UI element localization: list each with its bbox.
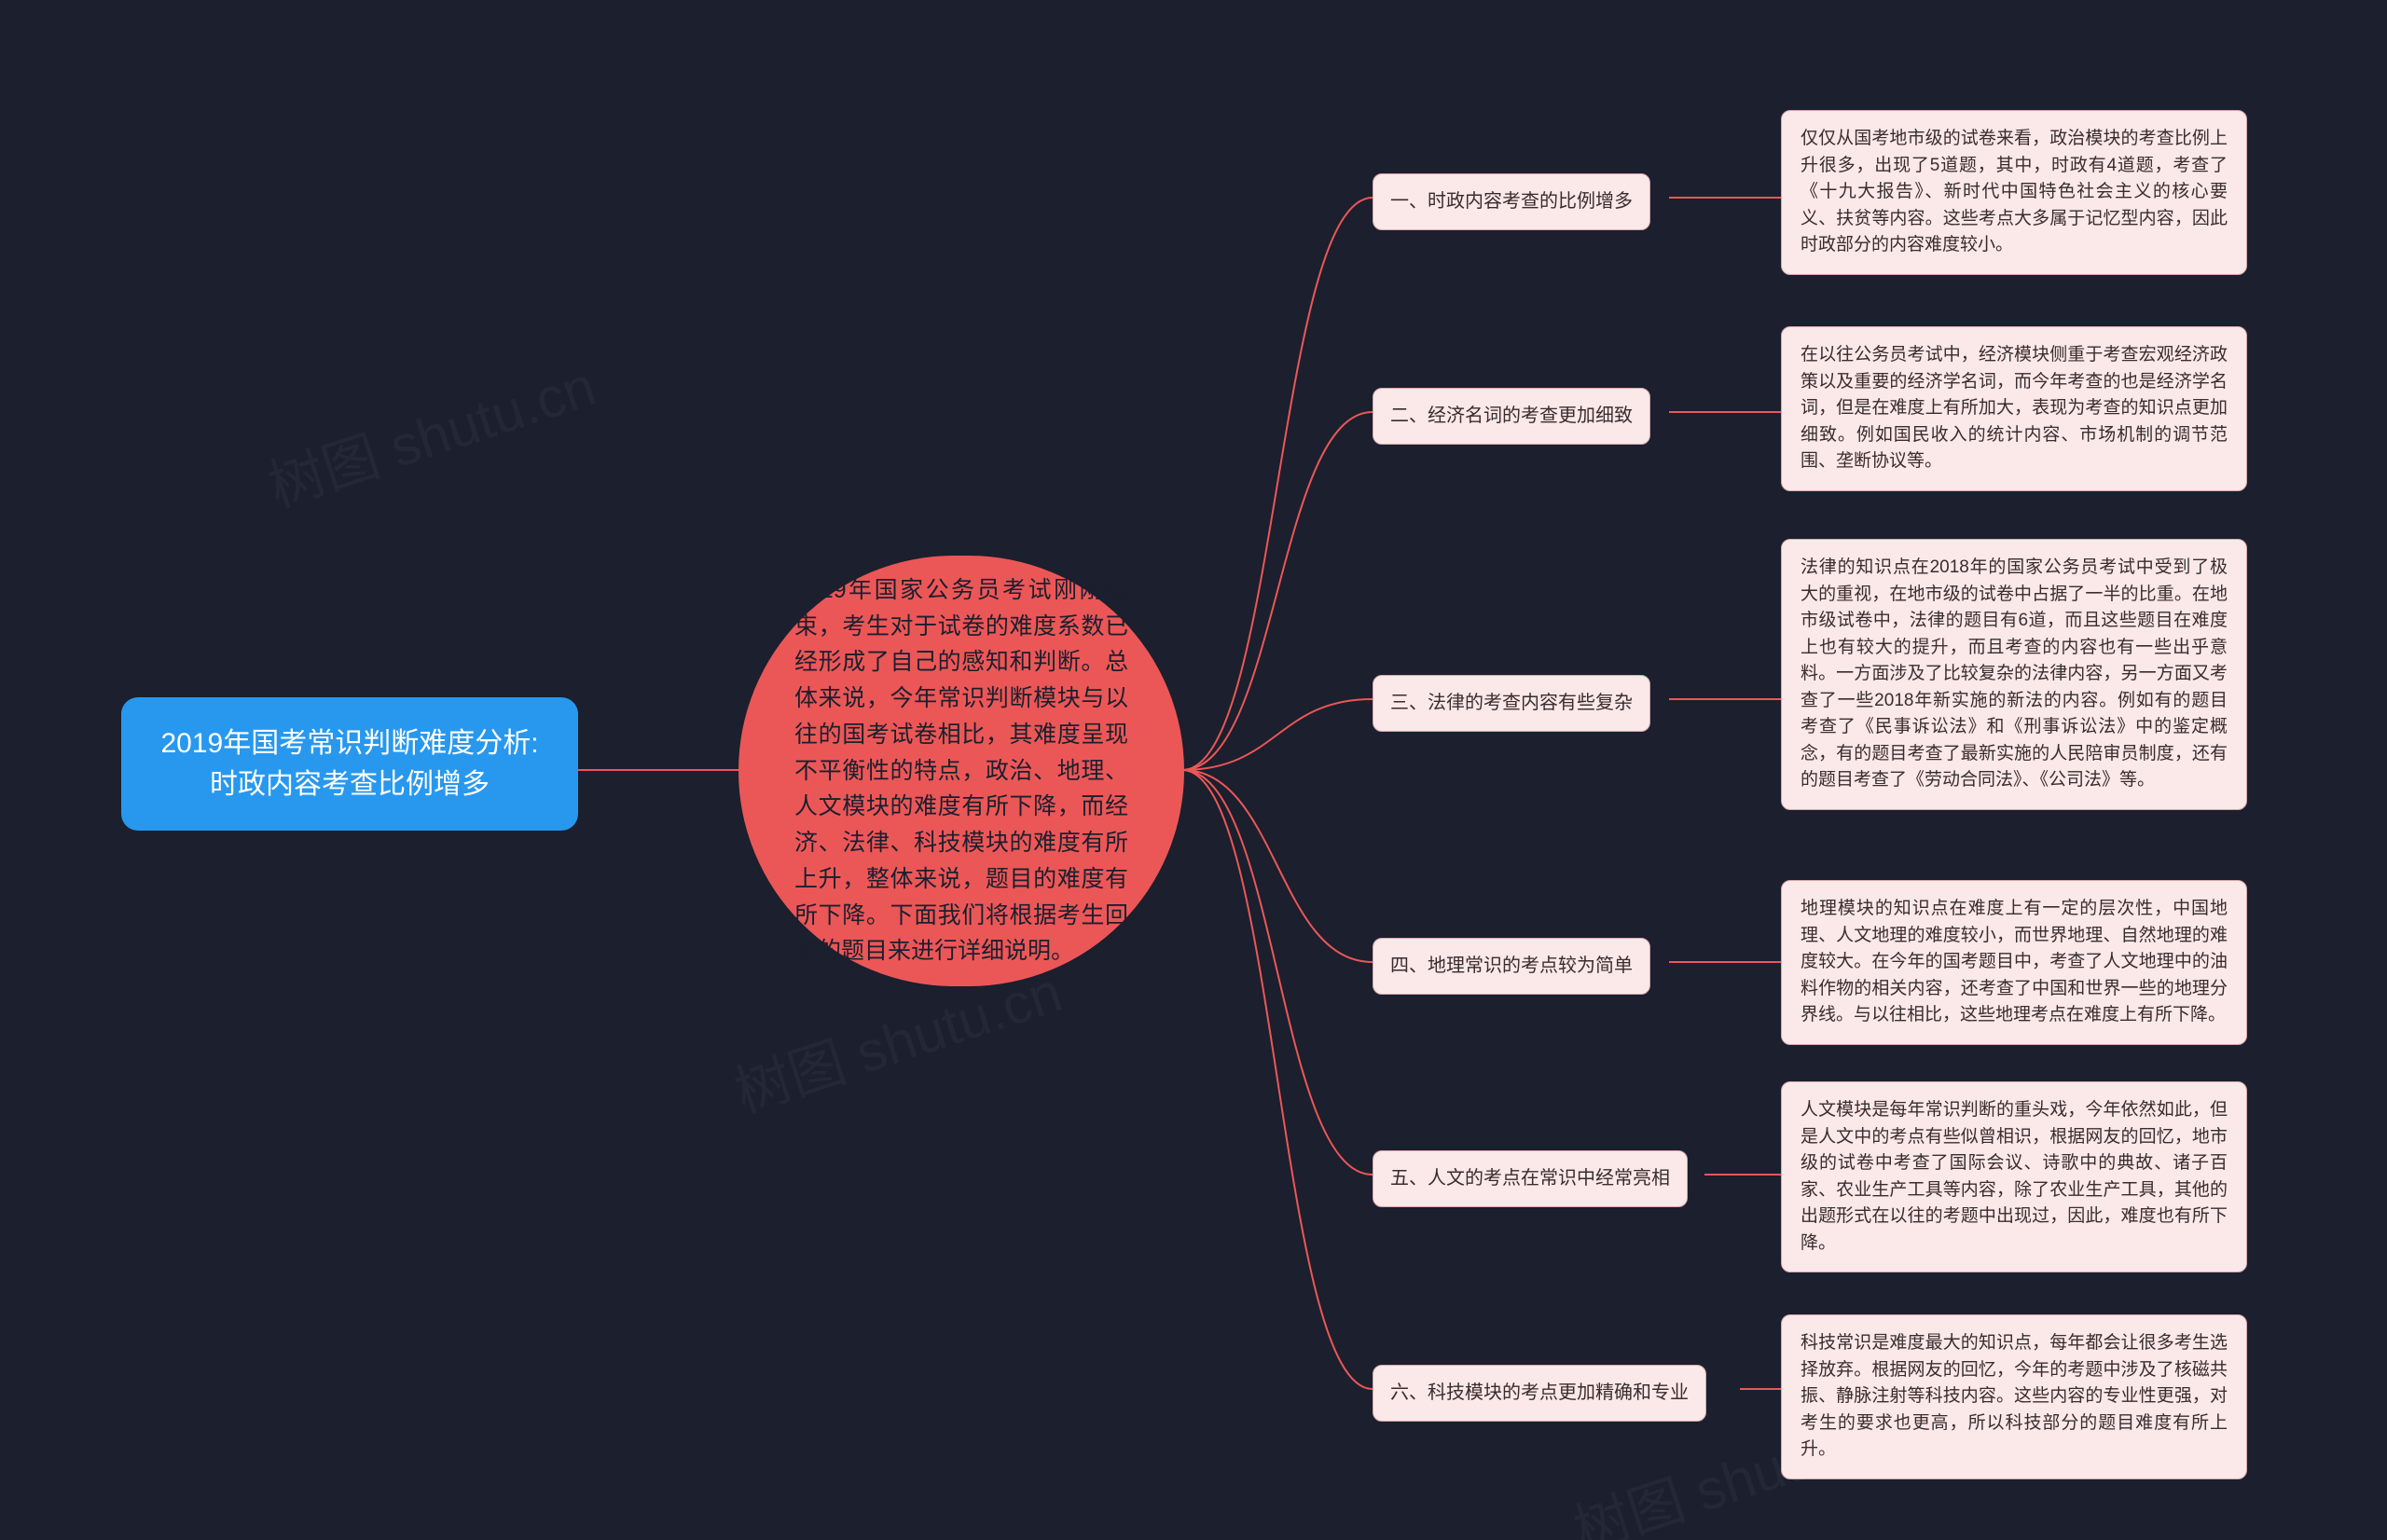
branch-3-detail: 法律的知识点在2018年的国家公务员考试中受到了极大的重视，在地市级的试卷中占据…	[1801, 555, 2228, 794]
branch-1-detail: 仅仅从国考地市级的试卷来看，政治模块的考查比例上升很多，出现了5道题，其中，时政…	[1801, 126, 2228, 259]
branch-label-1[interactable]: 一、时政内容考查的比例增多	[1373, 173, 1650, 230]
branch-detail-3[interactable]: 法律的知识点在2018年的国家公务员考试中受到了极大的重视，在地市级的试卷中占据…	[1781, 539, 2247, 810]
branch-detail-4[interactable]: 地理模块的知识点在难度上有一定的层次性，中国地理、人文地理的难度较小，而世界地理…	[1781, 880, 2247, 1045]
branch-detail-6[interactable]: 科技常识是难度最大的知识点，每年都会让很多考生选择放弃。根据网友的回忆，今年的考…	[1781, 1314, 2247, 1479]
branch-2-label: 二、经济名词的考查更加细致	[1390, 402, 1633, 431]
branch-4-label: 四、地理常识的考点较为简单	[1390, 952, 1633, 981]
branch-detail-1[interactable]: 仅仅从国考地市级的试卷来看，政治模块的考查比例上升很多，出现了5道题，其中，时政…	[1781, 110, 2247, 275]
root-text: 2019年国考常识判断难度分析:时政内容考查比例增多	[159, 723, 541, 804]
branch-label-3[interactable]: 三、法律的考查内容有些复杂	[1373, 675, 1650, 732]
branch-detail-2[interactable]: 在以往公务员考试中，经济模块侧重于考查宏观经济政策以及重要的经济学名词，而今年考…	[1781, 326, 2247, 491]
branch-label-2[interactable]: 二、经济名词的考查更加细致	[1373, 388, 1650, 445]
root-node[interactable]: 2019年国考常识判断难度分析:时政内容考查比例增多	[121, 697, 578, 831]
branch-1-label: 一、时政内容考查的比例增多	[1390, 187, 1633, 216]
branch-label-4[interactable]: 四、地理常识的考点较为简单	[1373, 938, 1650, 995]
watermark: 树图 shutu.cn	[256, 341, 604, 523]
branch-3-label: 三、法律的考查内容有些复杂	[1390, 689, 1633, 718]
branch-6-label: 六、科技模块的考点更加精确和专业	[1390, 1379, 1689, 1408]
branch-4-detail: 地理模块的知识点在难度上有一定的层次性，中国地理、人文地理的难度较小，而世界地理…	[1801, 896, 2228, 1029]
branch-label-5[interactable]: 五、人文的考点在常识中经常亮相	[1373, 1150, 1688, 1207]
intro-node[interactable]: 2019年国家公务员考试刚刚结束，考生对于试卷的难度系数已经形成了自己的感知和判…	[738, 556, 1184, 986]
branch-5-detail: 人文模块是每年常识判断的重头戏，今年依然如此，但是人文中的考点有些似曾相识，根据…	[1801, 1097, 2228, 1257]
branch-6-detail: 科技常识是难度最大的知识点，每年都会让很多考生选择放弃。根据网友的回忆，今年的考…	[1801, 1330, 2228, 1464]
branch-2-detail: 在以往公务员考试中，经济模块侧重于考查宏观经济政策以及重要的经济学名词，而今年考…	[1801, 342, 2228, 475]
mindmap-canvas: 2019年国考常识判断难度分析:时政内容考查比例增多 2019年国家公务员考试刚…	[0, 0, 2387, 1540]
intro-text: 2019年国家公务员考试刚刚结束，考生对于试卷的难度系数已经形成了自己的感知和判…	[794, 572, 1128, 969]
branch-label-6[interactable]: 六、科技模块的考点更加精确和专业	[1373, 1365, 1706, 1422]
branch-detail-5[interactable]: 人文模块是每年常识判断的重头戏，今年依然如此，但是人文中的考点有些似曾相识，根据…	[1781, 1081, 2247, 1272]
branch-5-label: 五、人文的考点在常识中经常亮相	[1390, 1164, 1670, 1193]
